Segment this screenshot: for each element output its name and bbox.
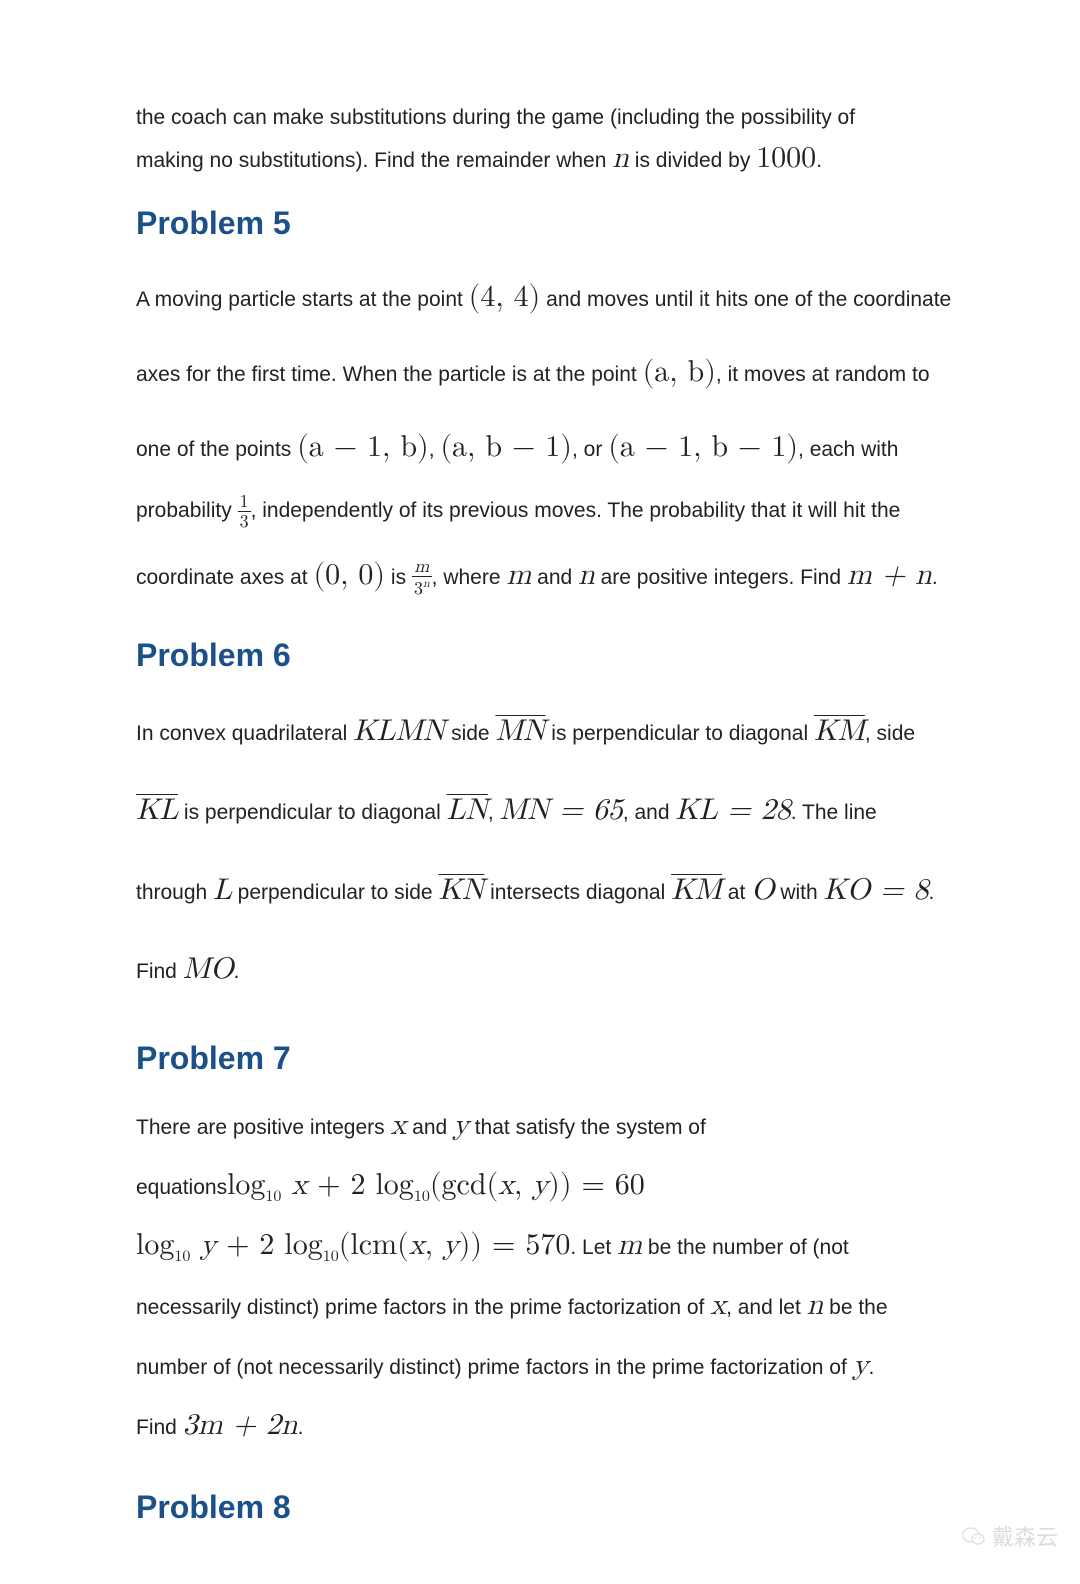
p6-KLMN: KLMN: [353, 716, 445, 746]
p5-t10b: ,: [432, 566, 438, 589]
heading-problem-6: Problem 6: [136, 637, 952, 674]
wechat-icon: [962, 1524, 986, 1548]
p5-mab: (a, b): [643, 357, 716, 387]
p5-t13: are positive integers. Find: [595, 566, 847, 589]
p7-x2: x: [710, 1290, 726, 1320]
p5-mpn: m + n: [847, 560, 932, 590]
p5-mn: n: [578, 560, 595, 590]
intro-line2b: is divided by: [635, 149, 756, 172]
p7-t10: number of (not necessarily distinct) pri…: [136, 1356, 853, 1379]
p7-y: y: [453, 1110, 469, 1140]
p5-m-abm1: (a, b − 1): [440, 432, 572, 462]
p6-t17: .: [234, 960, 240, 983]
p7-t9: be the: [823, 1296, 887, 1319]
p5-m-am1b: (a − 1, b): [297, 432, 429, 462]
p6-t4: diagonal: [729, 722, 814, 745]
p7-eq2: log10 y + 2 log10(lcm(x, y)) = 570: [136, 1230, 570, 1260]
heading-problem-7: Problem 7: [136, 1040, 952, 1077]
p7-t1: There are positive integers: [136, 1116, 390, 1139]
p7-m: m: [617, 1230, 642, 1260]
p5-frac13: 13: [238, 493, 251, 531]
p6-t13: diagonal: [586, 881, 671, 904]
p6-t12: intersects: [484, 881, 580, 904]
problem-5-body: A moving particle starts at the point (4…: [136, 260, 952, 613]
p5-t10: is: [385, 566, 412, 589]
p6-t8: ,: [623, 801, 629, 824]
intro-line1: the coach can make substitutions during …: [136, 106, 855, 129]
p7-t8: , and let: [726, 1296, 807, 1319]
p6-t5: , side: [865, 722, 915, 745]
frac-den-n: n: [423, 578, 430, 590]
p6-KNbar: KN: [438, 875, 484, 905]
heading-problem-5: Problem 5: [136, 205, 952, 242]
p7-t11: .: [868, 1356, 874, 1379]
p7-x: x: [390, 1110, 406, 1140]
frac-num: 1: [238, 493, 251, 511]
p6-t14: at: [722, 881, 751, 904]
p6-O: O: [751, 875, 774, 905]
p7-t2: and: [406, 1116, 453, 1139]
p6-t2: side: [445, 722, 495, 745]
p5-frac-mn: m3n: [412, 558, 432, 598]
p6-MO: MO: [183, 954, 234, 984]
p5-m-am1bm1: (a − 1, b − 1): [608, 432, 798, 462]
p6-KO8: KO = 8: [824, 875, 929, 905]
p6-t1: In convex quadrilateral: [136, 722, 353, 745]
p7-ans: 3m + 2n: [183, 1410, 298, 1440]
p6-KL28: KL = 28: [675, 795, 790, 825]
p6-KLbar: KL: [136, 795, 178, 825]
problem-6-body: In convex quadrilateral KLMN side MN is …: [136, 692, 952, 1010]
intro-fragment: the coach can make substitutions during …: [136, 102, 952, 181]
p6-MN65: MN = 65: [500, 795, 623, 825]
page-content: the coach can make substitutions during …: [0, 0, 1080, 1584]
watermark-text: 戴森云: [992, 1520, 1058, 1552]
p5-t11: where: [443, 566, 506, 589]
p7-t7: necessarily distinct) prime factors in t…: [136, 1296, 710, 1319]
p5-t4: , it: [716, 363, 738, 386]
p6-t11: perpendicular to side: [232, 881, 439, 904]
p7-y2: y: [853, 1350, 869, 1380]
p6-LNbar: LN: [447, 795, 488, 825]
p7-n: n: [807, 1290, 824, 1320]
p5-t1: A moving particle starts at the point: [136, 288, 469, 311]
p7-eq1: log10 x + 2 log10(gcd(x, y)) = 60: [227, 1170, 645, 1200]
p6-t6: is perpendicular to diagonal: [178, 801, 447, 824]
watermark: 戴森云: [962, 1520, 1058, 1552]
p5-mm: m: [506, 560, 531, 590]
p5-m44: (4, 4): [469, 282, 541, 312]
p6-KMbar2: KM: [671, 875, 722, 905]
p5-t2: and moves until it hits one of the: [540, 288, 847, 311]
frac-den-3n: 3n: [412, 576, 432, 598]
p6-t7: ,: [488, 801, 500, 824]
problem-7-body: There are positive integers x and y that…: [136, 1095, 952, 1455]
frac-den-3: 3: [414, 580, 423, 598]
frac-num-m: m: [412, 558, 432, 576]
p5-m00: (0, 0): [313, 560, 385, 590]
p5-c2: ,: [572, 438, 578, 461]
p7-t13: .: [298, 1416, 304, 1439]
p7-t6: be the number of (not: [642, 1236, 849, 1259]
intro-line2a: making no substitutions). Find the remai…: [136, 149, 612, 172]
p7-t5a: .: [570, 1236, 576, 1259]
p5-t12: and: [531, 566, 578, 589]
p6-L: L: [213, 875, 232, 905]
p6-t15: with: [774, 881, 823, 904]
p5-c1: ,: [429, 438, 441, 461]
frac-den: 3: [238, 511, 251, 531]
p7-t12: Find: [136, 1416, 183, 1439]
p7-t3: that satisfy the system of: [469, 1116, 706, 1139]
p6-KMbar: KM: [814, 716, 865, 746]
p5-t6: or: [584, 438, 609, 461]
math-n: n: [612, 143, 629, 173]
p6-t3: is perpendicular to: [545, 722, 722, 745]
p5-t8: , independently of its previous: [251, 499, 529, 522]
p6-MNbar: MN: [495, 716, 545, 746]
p7-t4: equations: [136, 1176, 227, 1199]
heading-problem-8: Problem 8: [136, 1489, 952, 1526]
p6-t9: and: [635, 801, 676, 824]
p5-t14: .: [932, 566, 938, 589]
intro-line2c: .: [816, 149, 822, 172]
math-1000: 1000: [756, 143, 816, 173]
